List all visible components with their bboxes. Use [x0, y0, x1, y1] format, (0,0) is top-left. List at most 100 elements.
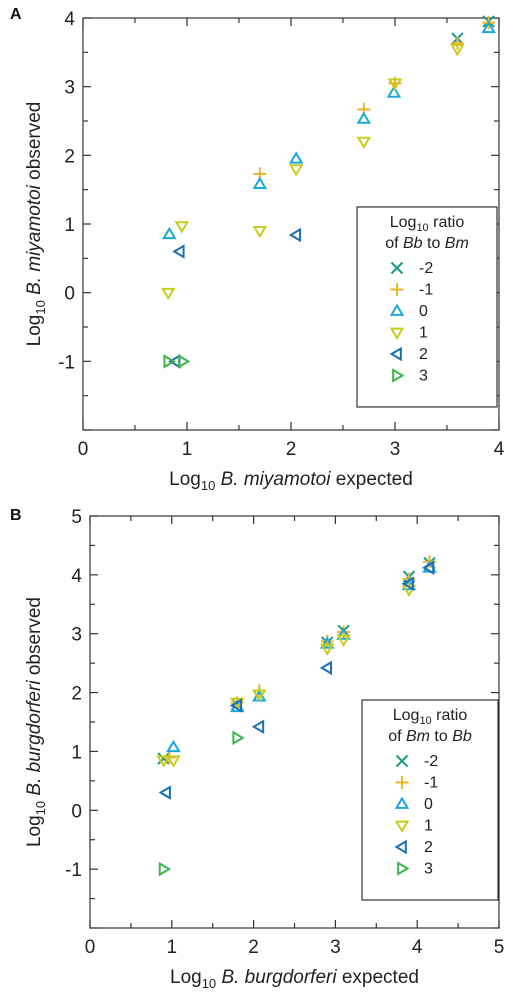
y-tick-label: 4 [64, 9, 75, 30]
legend-entry-label: 2 [424, 839, 433, 856]
y-tick-label: 2 [64, 146, 75, 167]
scatter-chart-a: A 0 1 2 3 4 -1 0 1 2 3 4 Log10 B. miyamotoi expected… [10, 6, 505, 493]
y-axis-title: Log10 B. burgdorferi observed [24, 597, 48, 847]
data-point [251, 719, 265, 734]
data-point [481, 20, 496, 34]
legend-entry-label: 1 [424, 818, 433, 835]
data-point [288, 151, 304, 164]
legend-box [361, 699, 499, 901]
y-tick-label: 3 [71, 625, 82, 646]
legend-marker [390, 261, 404, 275]
x-tick-label: 3 [330, 937, 341, 958]
data-point [401, 584, 417, 598]
data-point [356, 136, 372, 150]
legend-title-line1: Log10 ratio [393, 707, 468, 727]
x-axis-title: Log10 B. miyamotoi expected [169, 469, 413, 493]
legend-entry-label: 3 [419, 368, 428, 385]
data-point [177, 354, 191, 369]
legend-title-line2: of Bb to Bm [385, 235, 469, 252]
scatter-chart-b: B 0 1 2 3 4 5 -1 0 1 2 3 4 5 Log10 B. burgdorferi expe… [10, 507, 505, 991]
data-point [166, 755, 181, 768]
legend-title-line2: of Bm to Bb [388, 728, 472, 745]
data-point [288, 164, 304, 177]
y-axis-title: Log10 B. miyamotoi observed [24, 102, 48, 347]
data-points [161, 15, 496, 369]
legend-marker [389, 327, 405, 340]
data-point [157, 752, 170, 765]
y-tick-label: 0 [71, 801, 82, 822]
panel-b: B 0 1 2 3 4 5 -1 0 1 2 3 4 5 Log10 B. burgdorferi expe… [0, 502, 512, 1004]
data-point [172, 244, 185, 259]
y-tick-label: 4 [71, 566, 82, 587]
data-point [319, 660, 333, 676]
data-point [174, 221, 190, 234]
legend-marker [395, 776, 409, 789]
data-point [288, 227, 302, 243]
data-points [156, 555, 437, 877]
data-point [156, 755, 171, 768]
data-point [252, 226, 268, 239]
x-tick-label: 4 [494, 439, 505, 460]
legend-entry-label: 2 [419, 346, 428, 363]
y-tick-label: 5 [71, 507, 82, 528]
data-point [450, 36, 464, 50]
legend-box [356, 206, 498, 408]
x-tick-label: 2 [286, 439, 297, 460]
data-point [336, 627, 351, 640]
x-tick-label: 1 [167, 937, 178, 958]
legend-entry-label: 3 [424, 861, 433, 878]
panel-label: A [10, 6, 22, 23]
data-point [319, 643, 335, 656]
x-tick-label: 2 [248, 937, 259, 958]
legend-entry-label: 0 [419, 303, 428, 320]
legend-marker [394, 820, 410, 833]
x-tick-label: 4 [412, 937, 423, 958]
y-tick-label: 1 [64, 215, 75, 236]
data-point [252, 176, 268, 190]
data-point [162, 226, 177, 240]
legend-entry-label: -2 [424, 753, 438, 770]
legend-entry-label: -1 [424, 775, 438, 792]
legend-marker [389, 303, 405, 316]
y-tick-label: 0 [64, 284, 75, 305]
data-point [163, 354, 176, 369]
x-tick-label: 5 [494, 937, 505, 958]
legend-marker [392, 368, 405, 383]
data-point [252, 689, 267, 702]
data-point [401, 576, 414, 591]
data-point [387, 78, 403, 91]
legend-marker [389, 346, 402, 362]
y-tick-label: -1 [58, 352, 75, 373]
data-point [386, 85, 402, 98]
y-tick-label: -1 [65, 860, 82, 881]
legend-marker [395, 754, 409, 768]
legend-marker [394, 839, 407, 855]
legend-title-line1: Log10 ratio [390, 214, 465, 234]
data-point [421, 560, 435, 576]
data-point [158, 785, 171, 800]
legend-marker [390, 283, 404, 296]
data-point [229, 698, 243, 713]
data-point [319, 636, 335, 649]
x-tick-label: 1 [182, 439, 193, 460]
y-tick-label: 1 [71, 742, 82, 763]
y-tick-label: 3 [64, 78, 75, 99]
legend-marker [394, 796, 410, 809]
legend-entry-label: 0 [424, 796, 433, 813]
data-point [158, 861, 172, 877]
x-tick-label: 0 [85, 937, 96, 958]
legend-entry-label: -2 [419, 260, 433, 277]
data-point [161, 287, 176, 301]
panel-label: B [10, 507, 22, 524]
y-tick-label: 2 [71, 684, 82, 705]
data-point [356, 111, 372, 124]
x-tick-label: 0 [78, 439, 89, 460]
data-point [450, 44, 465, 57]
panel-a: A 0 1 2 3 4 -1 0 1 2 3 4 Log10 B. miyamotoi expected… [10, 6, 505, 493]
data-point [232, 730, 245, 746]
legend-marker [397, 861, 410, 876]
legend-entry-label: -1 [419, 282, 433, 299]
data-point [336, 634, 351, 648]
x-axis-title: Log10 B. burgdorferi expected [170, 967, 419, 991]
data-point [166, 739, 181, 753]
